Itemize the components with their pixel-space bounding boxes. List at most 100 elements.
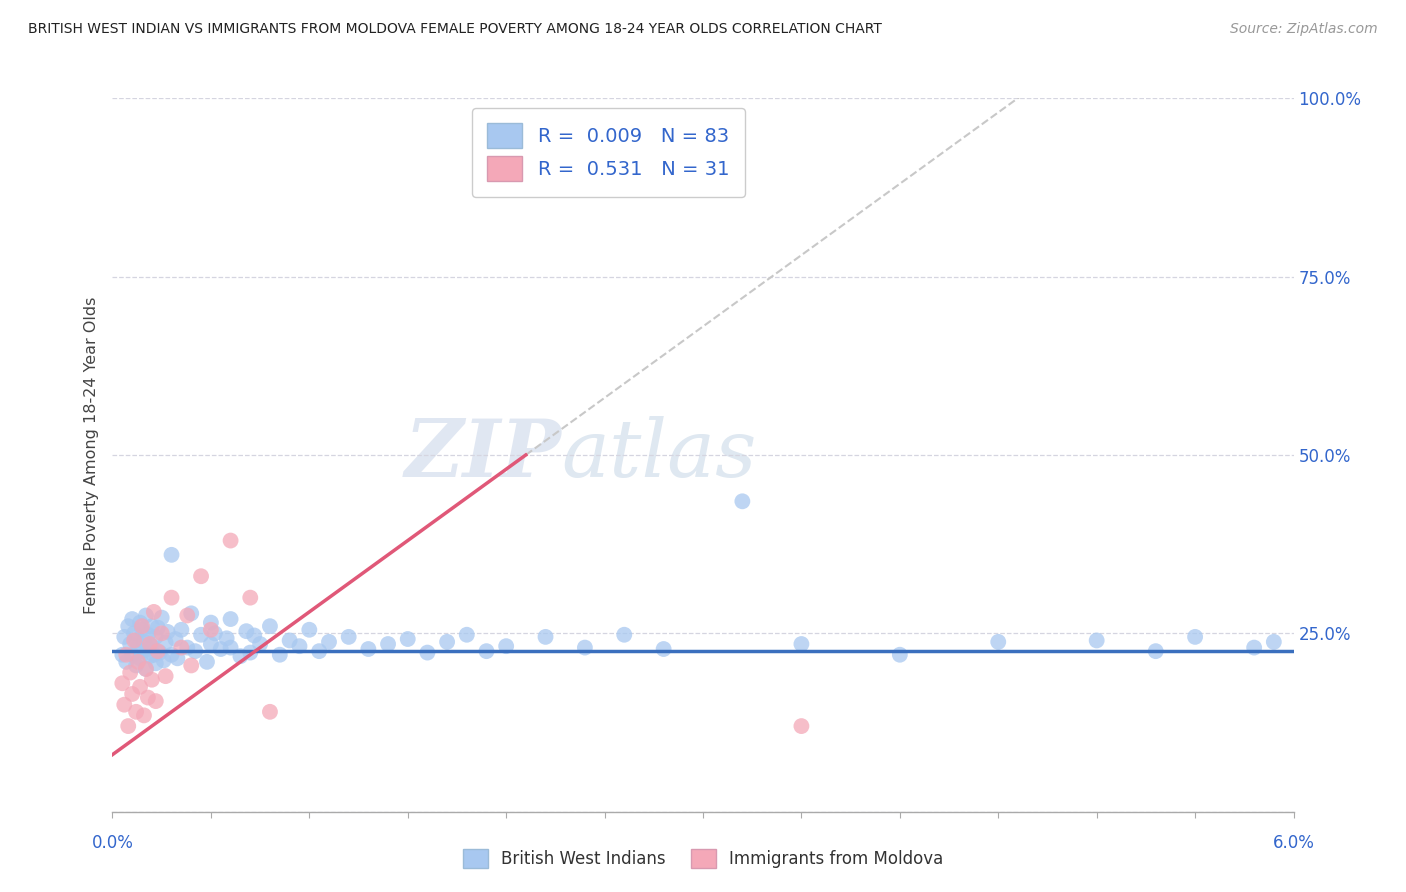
Point <box>1184 630 1206 644</box>
Point <box>184 644 207 658</box>
Point <box>239 646 262 660</box>
Point <box>129 651 152 665</box>
Point <box>141 673 163 687</box>
Point <box>131 623 153 637</box>
Point <box>278 633 301 648</box>
Point <box>1243 640 1265 655</box>
Point <box>135 662 157 676</box>
Point <box>269 648 291 662</box>
Point <box>229 649 252 664</box>
Point <box>209 642 232 657</box>
Point <box>652 642 675 657</box>
Point <box>160 648 183 662</box>
Point <box>987 635 1010 649</box>
Point <box>170 640 193 655</box>
Point <box>308 644 330 658</box>
Point <box>129 680 152 694</box>
Point <box>534 630 557 644</box>
Point <box>790 719 813 733</box>
Point <box>145 630 167 644</box>
Point <box>145 694 167 708</box>
Point <box>166 651 188 665</box>
Point <box>731 494 754 508</box>
Point <box>337 630 360 644</box>
Point <box>495 639 517 653</box>
Point <box>176 640 198 655</box>
Text: 0.0%: 0.0% <box>91 834 134 852</box>
Point <box>160 591 183 605</box>
Point <box>176 608 198 623</box>
Point <box>235 624 257 639</box>
Point <box>125 658 148 673</box>
Point <box>136 642 159 657</box>
Point <box>219 533 242 548</box>
Point <box>111 676 134 690</box>
Point <box>1085 633 1108 648</box>
Point <box>318 635 340 649</box>
Point <box>112 698 135 712</box>
Point <box>142 648 165 662</box>
Point <box>111 648 134 662</box>
Point <box>145 657 167 671</box>
Point <box>160 548 183 562</box>
Point <box>120 637 142 651</box>
Point <box>139 649 162 664</box>
Point <box>219 612 242 626</box>
Point <box>150 626 173 640</box>
Point <box>121 612 143 626</box>
Point <box>125 705 148 719</box>
Point <box>136 690 159 705</box>
Point <box>122 633 145 648</box>
Point <box>790 637 813 651</box>
Point <box>239 591 262 605</box>
Point <box>204 626 226 640</box>
Point <box>475 644 498 658</box>
Text: Source: ZipAtlas.com: Source: ZipAtlas.com <box>1230 22 1378 37</box>
Text: atlas: atlas <box>561 417 756 493</box>
Point <box>180 607 202 621</box>
Point <box>131 619 153 633</box>
Point <box>396 632 419 646</box>
Point <box>139 637 162 651</box>
Point <box>1144 644 1167 658</box>
Y-axis label: Female Poverty Among 18-24 Year Olds: Female Poverty Among 18-24 Year Olds <box>83 296 98 614</box>
Text: 6.0%: 6.0% <box>1272 834 1315 852</box>
Point <box>259 705 281 719</box>
Point <box>129 615 152 630</box>
Point <box>574 640 596 655</box>
Point <box>132 635 155 649</box>
Text: BRITISH WEST INDIAN VS IMMIGRANTS FROM MOLDOVA FEMALE POVERTY AMONG 18-24 YEAR O: BRITISH WEST INDIAN VS IMMIGRANTS FROM M… <box>28 22 882 37</box>
Point <box>115 655 138 669</box>
Point <box>259 619 281 633</box>
Point <box>436 635 458 649</box>
Point <box>127 640 149 655</box>
Point <box>155 635 177 649</box>
Point <box>112 630 135 644</box>
Point <box>122 626 145 640</box>
Point <box>180 658 202 673</box>
Point <box>127 655 149 669</box>
Point <box>190 628 212 642</box>
Point <box>121 687 143 701</box>
Point <box>117 719 139 733</box>
Legend: R =  0.009   N = 83, R =  0.531   N = 31: R = 0.009 N = 83, R = 0.531 N = 31 <box>472 108 745 197</box>
Point <box>152 653 174 667</box>
Point <box>190 569 212 583</box>
Point <box>165 632 187 646</box>
Point <box>120 665 142 680</box>
Point <box>377 637 399 651</box>
Point <box>416 646 439 660</box>
Point <box>115 648 138 662</box>
Point <box>219 640 242 655</box>
Point <box>150 610 173 624</box>
Point <box>456 628 478 642</box>
Point <box>155 669 177 683</box>
Point <box>357 642 380 657</box>
Point <box>135 608 157 623</box>
Point <box>1263 635 1285 649</box>
Point <box>200 615 222 630</box>
Point <box>613 628 636 642</box>
Point <box>131 644 153 658</box>
Point <box>889 648 911 662</box>
Point <box>243 628 266 642</box>
